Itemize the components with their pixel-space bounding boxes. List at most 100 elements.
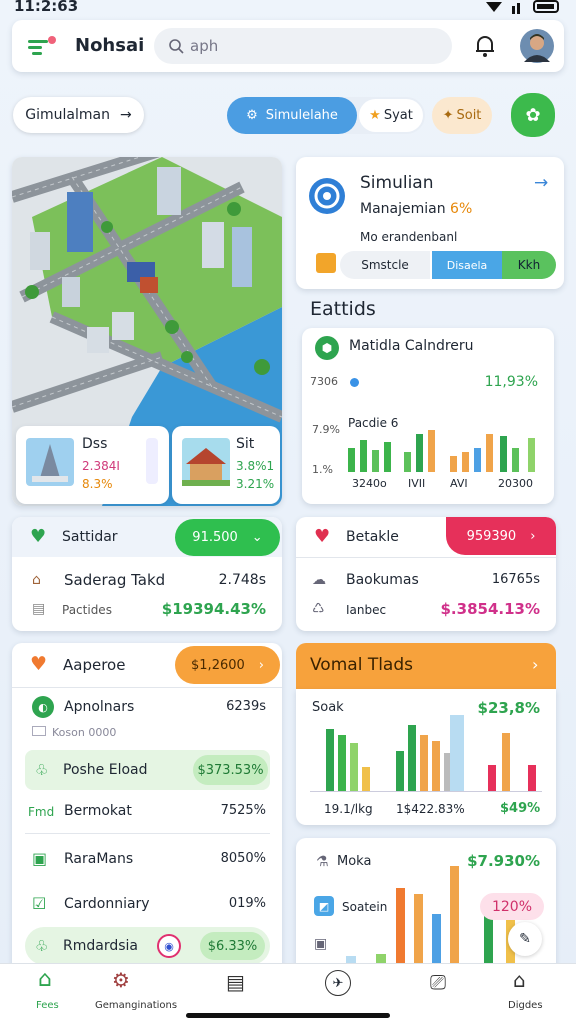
row-value: $.3854.13% (440, 600, 541, 618)
item-icon: ▣ (314, 936, 328, 952)
x-label: 19.1/lkg (324, 802, 373, 816)
x-label: 1$422.83% (396, 802, 465, 816)
stats-icon: ⬢ (315, 336, 339, 360)
row-value: 019% (228, 896, 266, 911)
panel-badge[interactable]: $1,2600 › (175, 646, 280, 684)
trend-badge: 120% (480, 893, 544, 920)
trend-card: ⚗ Moka $7.930% ◩ Soatein 120% ✎ ▣ (296, 838, 556, 973)
place-name: Sit (236, 436, 255, 452)
nav-icon[interactable]: ▤ (226, 970, 245, 994)
panel-badge[interactable]: 91.500 ⌄ (175, 519, 280, 556)
chevron[interactable]: › (532, 655, 539, 674)
tab-active[interactable]: ⚙ Simulelahe (227, 97, 357, 134)
x-label: $49% (500, 801, 541, 816)
place-image (26, 438, 74, 486)
row-icon: ▣ (32, 849, 48, 868)
tab-group: ⚙ Simulelahe ★ Syat (227, 97, 425, 134)
place-change: 3.21% (236, 477, 275, 491)
mini-bar-chart (348, 430, 535, 472)
chart-caption: Pacdie 6 (348, 416, 399, 430)
place-card[interactable]: Dss 2.384I 8.3% (16, 426, 169, 504)
row-value: $19394.43% (161, 600, 266, 618)
trend-card: Soak $23,8% 19.1/lkg 1$422.83% $49% (296, 689, 556, 825)
bell-icon[interactable] (474, 34, 496, 58)
status-time: 11:2:63 (14, 0, 79, 15)
nav-icon[interactable]: ✈ (325, 970, 351, 996)
badge-text: $1,2600 (191, 657, 245, 673)
subtitle-text: Manajemian (360, 201, 446, 217)
status-icons (486, 0, 559, 14)
nav-icon[interactable]: ⎚ (430, 970, 446, 994)
y-label: 1.% (312, 463, 333, 476)
menu-icon[interactable] (26, 34, 60, 58)
row-label: Poshe Eload (63, 762, 148, 778)
highlight-row[interactable]: ♧ Poshe Eload $373.53% (25, 750, 270, 790)
tab-label: Syat (383, 108, 413, 123)
search-icon (169, 39, 184, 54)
nav-label[interactable]: Digdes (508, 1000, 543, 1011)
place-controls[interactable] (146, 438, 158, 484)
panel-badge[interactable]: 959390 › (446, 517, 556, 555)
trend-item: Soatein (342, 897, 388, 917)
row-label: Bermokat (64, 803, 132, 819)
nav-label[interactable]: Gemanginations (95, 1000, 178, 1011)
row-icon: ♺ (312, 601, 325, 617)
tab[interactable]: ★ Syat (359, 99, 423, 132)
action-button[interactable]: ✿ (511, 93, 555, 137)
trend-bars (326, 715, 536, 791)
trend-title: Soak (312, 700, 344, 715)
row-icon: ⌂ (32, 572, 41, 588)
row-label: Cardonniary (64, 896, 150, 912)
row-value: $373.53% (193, 755, 268, 785)
simulation-icon (309, 178, 345, 214)
summary-panel: ♥ Aaperoe $1,2600 › ◐ Apnolnars 6239s Kos… (12, 643, 282, 973)
segment-button[interactable]: Smstcle (340, 251, 430, 279)
divider (12, 687, 282, 688)
tab[interactable]: ✦ Soit (432, 97, 492, 134)
axis-line (310, 791, 542, 792)
heart-icon: ♥ (30, 526, 47, 547)
row-label: Ianbec (346, 603, 387, 617)
place-card[interactable]: Sit 3.8%1 3.21% (172, 426, 280, 504)
card-subtitle: Manajemian 6% (360, 199, 472, 219)
bottom-nav: ⌂ Fees ⚙ Gemanginations ▤ ✈ ⎚ ⌂ Digdes (0, 963, 576, 1024)
panel-title: Aaperoe (63, 656, 126, 674)
arrow-icon[interactable]: → (534, 173, 549, 193)
nav-icon[interactable]: ⚙ (112, 968, 130, 992)
chip-label: Gimulalman (25, 107, 110, 123)
row-icon: ◐ (32, 696, 54, 718)
summary-panel: ♥ Betakle 959390 › ☁ Baokumas 16765s ♺ Ia… (296, 517, 556, 631)
row-label: Apnolnars (64, 699, 135, 715)
search-box[interactable]: aph (154, 28, 452, 64)
heart-icon: ♥ (314, 526, 331, 547)
nav-icon[interactable]: ⌂ (513, 968, 526, 992)
trend-title: Moka (337, 854, 372, 869)
row-value: $6.33% (200, 932, 265, 960)
trend-value: $7.930% (467, 852, 540, 870)
summary-panel: ♥ Sattidar 91.500 ⌄ ⌂ Saderag Takd 2.748s… (12, 517, 282, 631)
simulation-card[interactable]: Simulian Manajemian 6% → Mo erandenbanl … (296, 157, 564, 289)
segment-button[interactable]: Kkh (502, 251, 556, 279)
filter-chip[interactable]: Gimulalman → (13, 97, 144, 133)
nav-label[interactable]: Fees (36, 1000, 59, 1011)
heart-icon: ♥ (30, 653, 48, 675)
row-label: Saderag Takd (64, 571, 166, 589)
avatar[interactable] (519, 28, 555, 64)
row-label: Rmdardsia (63, 938, 138, 954)
edit-button[interactable]: ✎ (508, 922, 542, 956)
place-value: 2.384I (82, 459, 120, 473)
trend-value: $23,8% (477, 699, 540, 717)
home-indicator (186, 1013, 390, 1018)
badge-text: 959390 (466, 528, 517, 544)
nav-icon[interactable]: ⌂ (38, 967, 52, 992)
x-label: AVI (450, 477, 468, 490)
highlight-row[interactable]: ♧ Rmdardsia ◉ $6.33% (25, 927, 270, 965)
row-value: 7525% (220, 803, 266, 818)
segment-button[interactable]: Disaela (432, 251, 502, 279)
panel-title: Betakle (346, 529, 399, 545)
row-icon: ♧ (35, 937, 49, 955)
row-icon: ☑ (32, 894, 47, 913)
trends-header: Vomal Tlads › (296, 643, 556, 689)
app-title: Nohsai (75, 35, 145, 56)
